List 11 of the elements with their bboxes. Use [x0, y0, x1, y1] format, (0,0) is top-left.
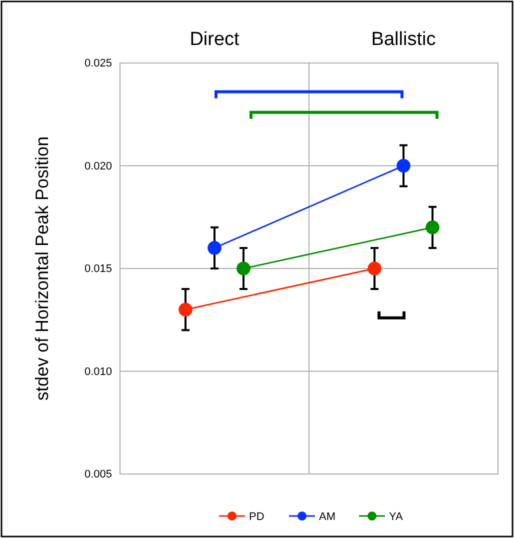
legend-label: PD — [249, 511, 264, 523]
y-tick-label: 0.020 — [84, 160, 112, 172]
y-tick-label: 0.005 — [84, 468, 112, 481]
y-tick-label: 0.025 — [84, 58, 112, 70]
x-tick-label: Direct — [190, 29, 240, 50]
legend-label: AM — [319, 511, 336, 523]
x-tick-label: Ballistic — [371, 29, 436, 50]
y-axis-title: stdev of Horizontal Peak Position — [32, 136, 52, 401]
y-tick-label: 0.010 — [84, 366, 112, 378]
y-tick-label: 0.015 — [84, 263, 112, 276]
legend-label: YA — [389, 511, 404, 523]
